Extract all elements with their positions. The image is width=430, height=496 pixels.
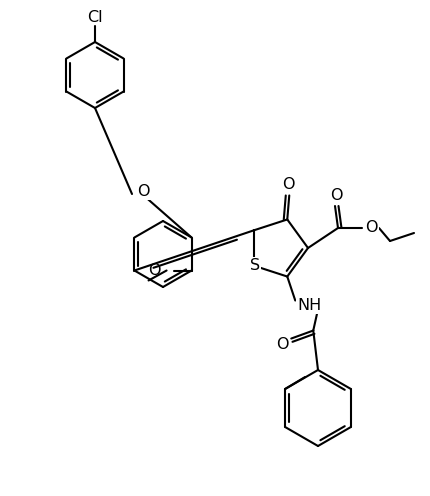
Text: Cl: Cl <box>87 9 103 24</box>
Text: O: O <box>330 187 342 202</box>
Text: O: O <box>365 220 377 235</box>
Text: O: O <box>148 263 161 278</box>
Text: S: S <box>250 258 260 273</box>
Text: O: O <box>137 184 149 198</box>
Text: O: O <box>282 177 295 192</box>
Text: O: O <box>276 337 289 352</box>
Text: NH: NH <box>297 298 321 313</box>
